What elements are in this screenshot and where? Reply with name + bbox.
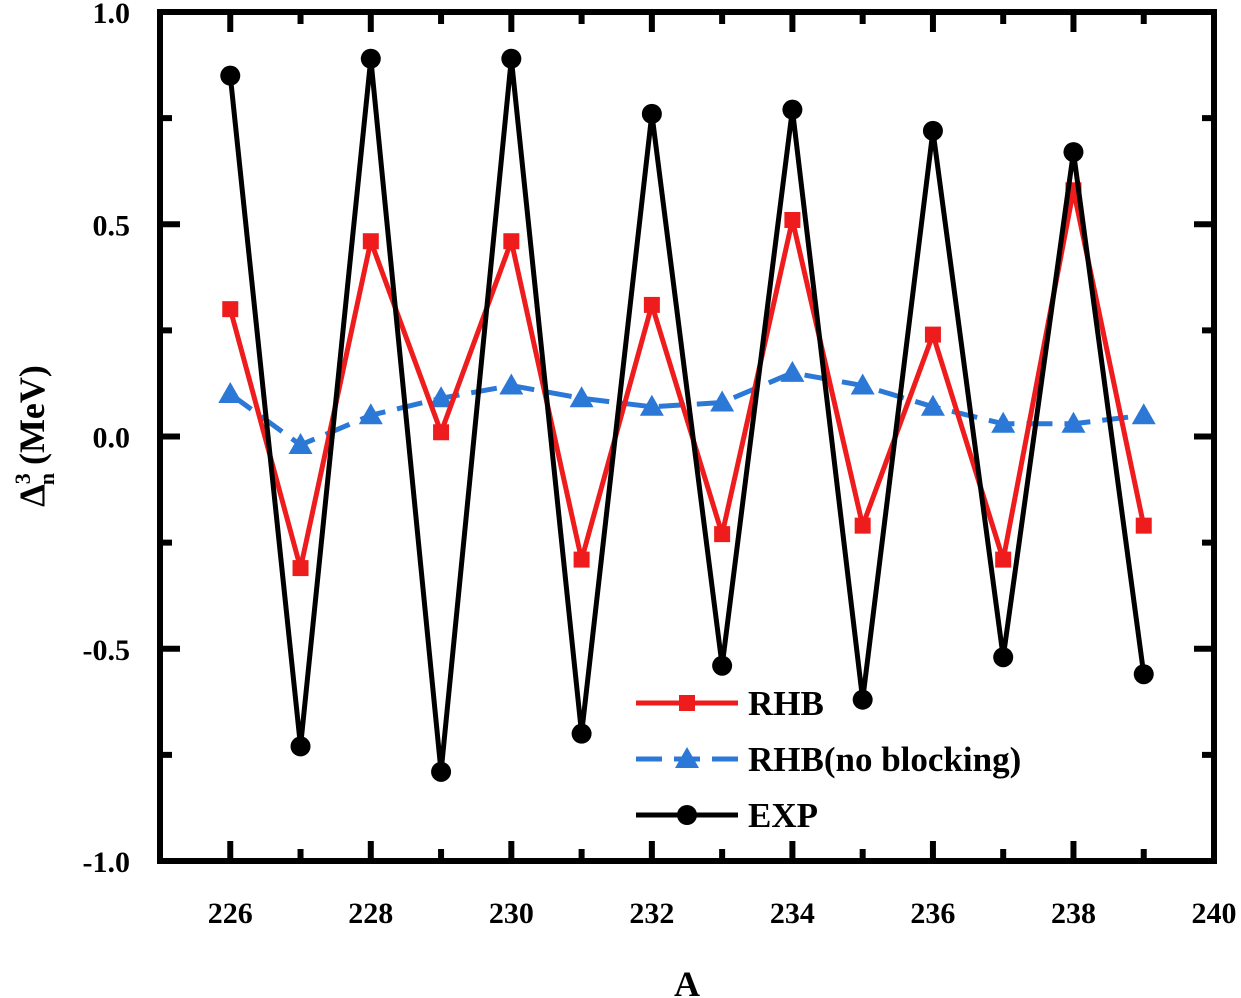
series-rhb: [222, 182, 1152, 577]
legend: RHB RHB(no blocking) EXP: [636, 684, 1021, 835]
data-point-rhb-no-blocking: [288, 432, 313, 454]
y-axis-title: Δ3n (MeV): [10, 365, 59, 507]
series-rhb-no-blocking: [218, 360, 1156, 454]
data-point-exp: [1133, 664, 1154, 685]
data-point-rhb: [362, 233, 379, 250]
legend-label: RHB(no blocking): [748, 740, 1021, 779]
series-line-exp: [227, 56, 1147, 775]
y-axis-title-superscript: 3: [10, 473, 35, 484]
plot-frame: [157, 9, 1217, 864]
legend-swatch-marker: [679, 695, 695, 711]
x-axis-title: A: [674, 964, 700, 998]
data-point-exp: [501, 48, 522, 69]
data-point-exp: [1063, 142, 1084, 163]
legend-item-exp: EXP: [636, 796, 818, 835]
data-point-rhb: [854, 517, 871, 534]
x-tick-label: 240: [1192, 897, 1237, 930]
series-line-rhb-no-blocking: [228, 370, 1145, 448]
series-exp: [220, 48, 1154, 782]
data-point-exp: [360, 48, 381, 69]
x-tick-label: 238: [1051, 897, 1096, 930]
data-point-rhb-no-blocking: [850, 373, 875, 395]
data-point-rhb-no-blocking: [429, 386, 454, 408]
data-point-rhb-no-blocking: [499, 373, 524, 395]
data-point-rhb: [714, 526, 731, 543]
data-point-rhb-no-blocking: [218, 382, 243, 404]
y-axis-title-symbol: Δ: [12, 484, 52, 507]
data-point-rhb: [433, 424, 450, 441]
legend-item-rhb-no-blocking: RHB(no blocking): [636, 740, 1021, 779]
data-point-rhb: [573, 551, 590, 568]
data-point-rhb-no-blocking: [780, 360, 805, 382]
data-point-exp: [993, 647, 1014, 668]
legend-label: RHB: [748, 684, 824, 723]
y-tick-label: 1.0: [93, 0, 131, 30]
y-axis-title-subscript: n: [34, 473, 59, 485]
data-point-rhb-no-blocking: [1061, 411, 1086, 433]
data-point-rhb: [292, 560, 309, 577]
y-axis-ticks: [160, 9, 1214, 864]
data-point-rhb: [222, 301, 239, 318]
x-tick-label: 234: [770, 897, 815, 930]
x-tick-label: 228: [348, 897, 393, 930]
x-tick-label: 236: [910, 897, 955, 930]
plot-area: [218, 48, 1156, 782]
data-point-rhb: [1135, 517, 1152, 534]
x-tick-label: 230: [489, 897, 534, 930]
data-point-rhb: [503, 233, 520, 250]
data-point-rhb: [784, 212, 801, 229]
data-point-rhb-no-blocking: [358, 403, 383, 425]
data-point-exp: [922, 120, 943, 141]
x-axis-ticks: [157, 12, 1217, 861]
data-point-exp: [852, 689, 873, 710]
data-point-rhb-no-blocking: [569, 386, 594, 408]
data-point-exp: [290, 736, 311, 757]
x-tick-label: 232: [629, 897, 674, 930]
data-point-exp: [641, 103, 662, 124]
legend-label: EXP: [748, 796, 818, 835]
data-point-exp: [431, 761, 452, 782]
data-point-rhb: [643, 296, 660, 313]
data-point-rhb-no-blocking: [991, 411, 1016, 433]
y-tick-label: -1.0: [83, 846, 131, 879]
y-tick-labels: -1.0 -0.5 0.0 0.5 1.0: [83, 0, 131, 879]
series-line-rhb: [227, 187, 1147, 571]
data-point-rhb-no-blocking: [639, 394, 664, 416]
data-point-exp: [782, 99, 803, 120]
data-point-rhb-no-blocking: [920, 394, 945, 416]
y-tick-label: 0.5: [93, 209, 131, 242]
y-tick-label: -0.5: [83, 634, 131, 667]
data-point-exp: [571, 723, 592, 744]
y-axis-title-unit: (MeV): [12, 365, 52, 465]
data-point-rhb-no-blocking: [1131, 403, 1156, 425]
data-point-exp: [220, 65, 241, 86]
legend-swatch-marker: [675, 747, 699, 768]
y-tick-label: 0.0: [93, 422, 131, 455]
x-tick-labels: 226 228 230 232 234 236 238 240: [208, 897, 1237, 930]
data-point-rhb-no-blocking: [710, 390, 735, 412]
legend-swatch-marker: [677, 805, 697, 825]
data-point-rhb: [924, 326, 941, 343]
legend-item-rhb: RHB: [636, 684, 824, 723]
data-point-rhb: [995, 551, 1012, 568]
x-tick-label: 226: [208, 897, 253, 930]
svg-text:Δ3n(MeV): Δ3n (MeV): [10, 365, 59, 507]
data-point-exp: [712, 655, 733, 676]
